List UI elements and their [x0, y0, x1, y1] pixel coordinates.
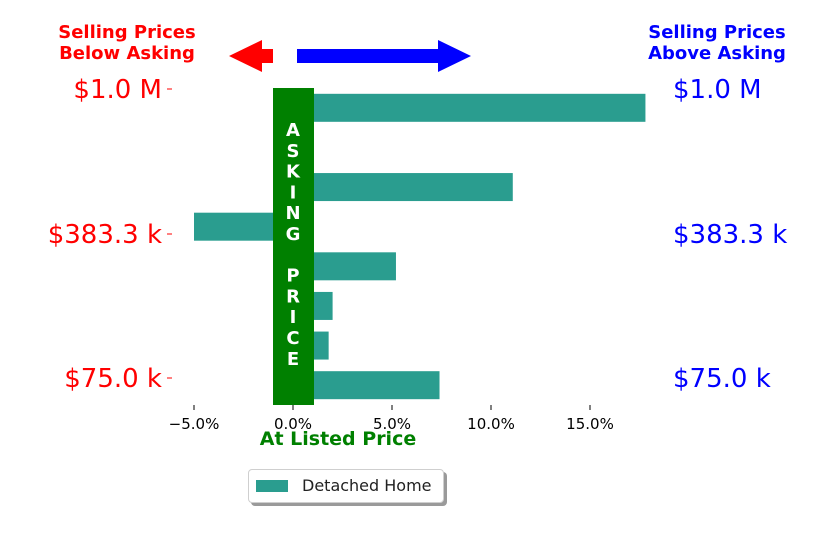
x-tick-label: 5.0% [373, 415, 411, 433]
asking-band-letter: S [287, 141, 300, 162]
x-tick-label: −5.0% [169, 415, 220, 433]
left-arrow-icon [229, 40, 273, 72]
x-axis-label: At Listed Price [260, 428, 416, 450]
legend: Detached Home [248, 469, 444, 503]
asking-band-letter: K [286, 162, 301, 183]
x-tick-label: 10.0% [467, 415, 515, 433]
left-header-line: Selling Prices [58, 22, 195, 43]
right-price-label: $75.0 k [673, 364, 771, 394]
asking-band-letter: C [286, 328, 299, 349]
right-arrow-icon [297, 40, 471, 72]
asking-band-letter: N [285, 203, 300, 224]
price-labels: $1.0 M $1.0 M $383.3 k $383.3 k $75.0 k $75.0… [48, 75, 788, 394]
x-axis: −5.0% 0.0% 5.0% 10.0% 15.0% At Listed Price [169, 405, 614, 450]
x-tick-label: 0.0% [274, 415, 312, 433]
asking-band-letter: A [286, 120, 300, 141]
asking-band-letter: E [287, 349, 299, 370]
legend-label: Detached Home [302, 476, 432, 495]
asking-band-letter: P [286, 266, 299, 287]
left-price-label: $383.3 k [48, 220, 162, 250]
asking-band-letter: G [286, 224, 301, 245]
bar [293, 93, 646, 122]
right-header-line: Above Asking [648, 43, 786, 64]
x-tick-label: 15.0% [566, 415, 614, 433]
bars-group [194, 93, 646, 400]
asking-band-letter: I [290, 182, 297, 203]
left-header-line: Below Asking [59, 43, 195, 64]
asking-band-letter: R [286, 286, 300, 307]
legend-swatch [256, 480, 288, 492]
right-price-label: $1.0 M [673, 75, 762, 105]
bar [293, 371, 440, 400]
asking-band-letter: I [290, 307, 297, 328]
left-price-label: $75.0 k [64, 364, 162, 394]
right-price-label: $383.3 k [673, 220, 787, 250]
right-header-line: Selling Prices [648, 22, 785, 43]
bar [293, 173, 513, 202]
left-price-label: $1.0 M [73, 75, 162, 105]
asking-band-rect [273, 88, 314, 405]
